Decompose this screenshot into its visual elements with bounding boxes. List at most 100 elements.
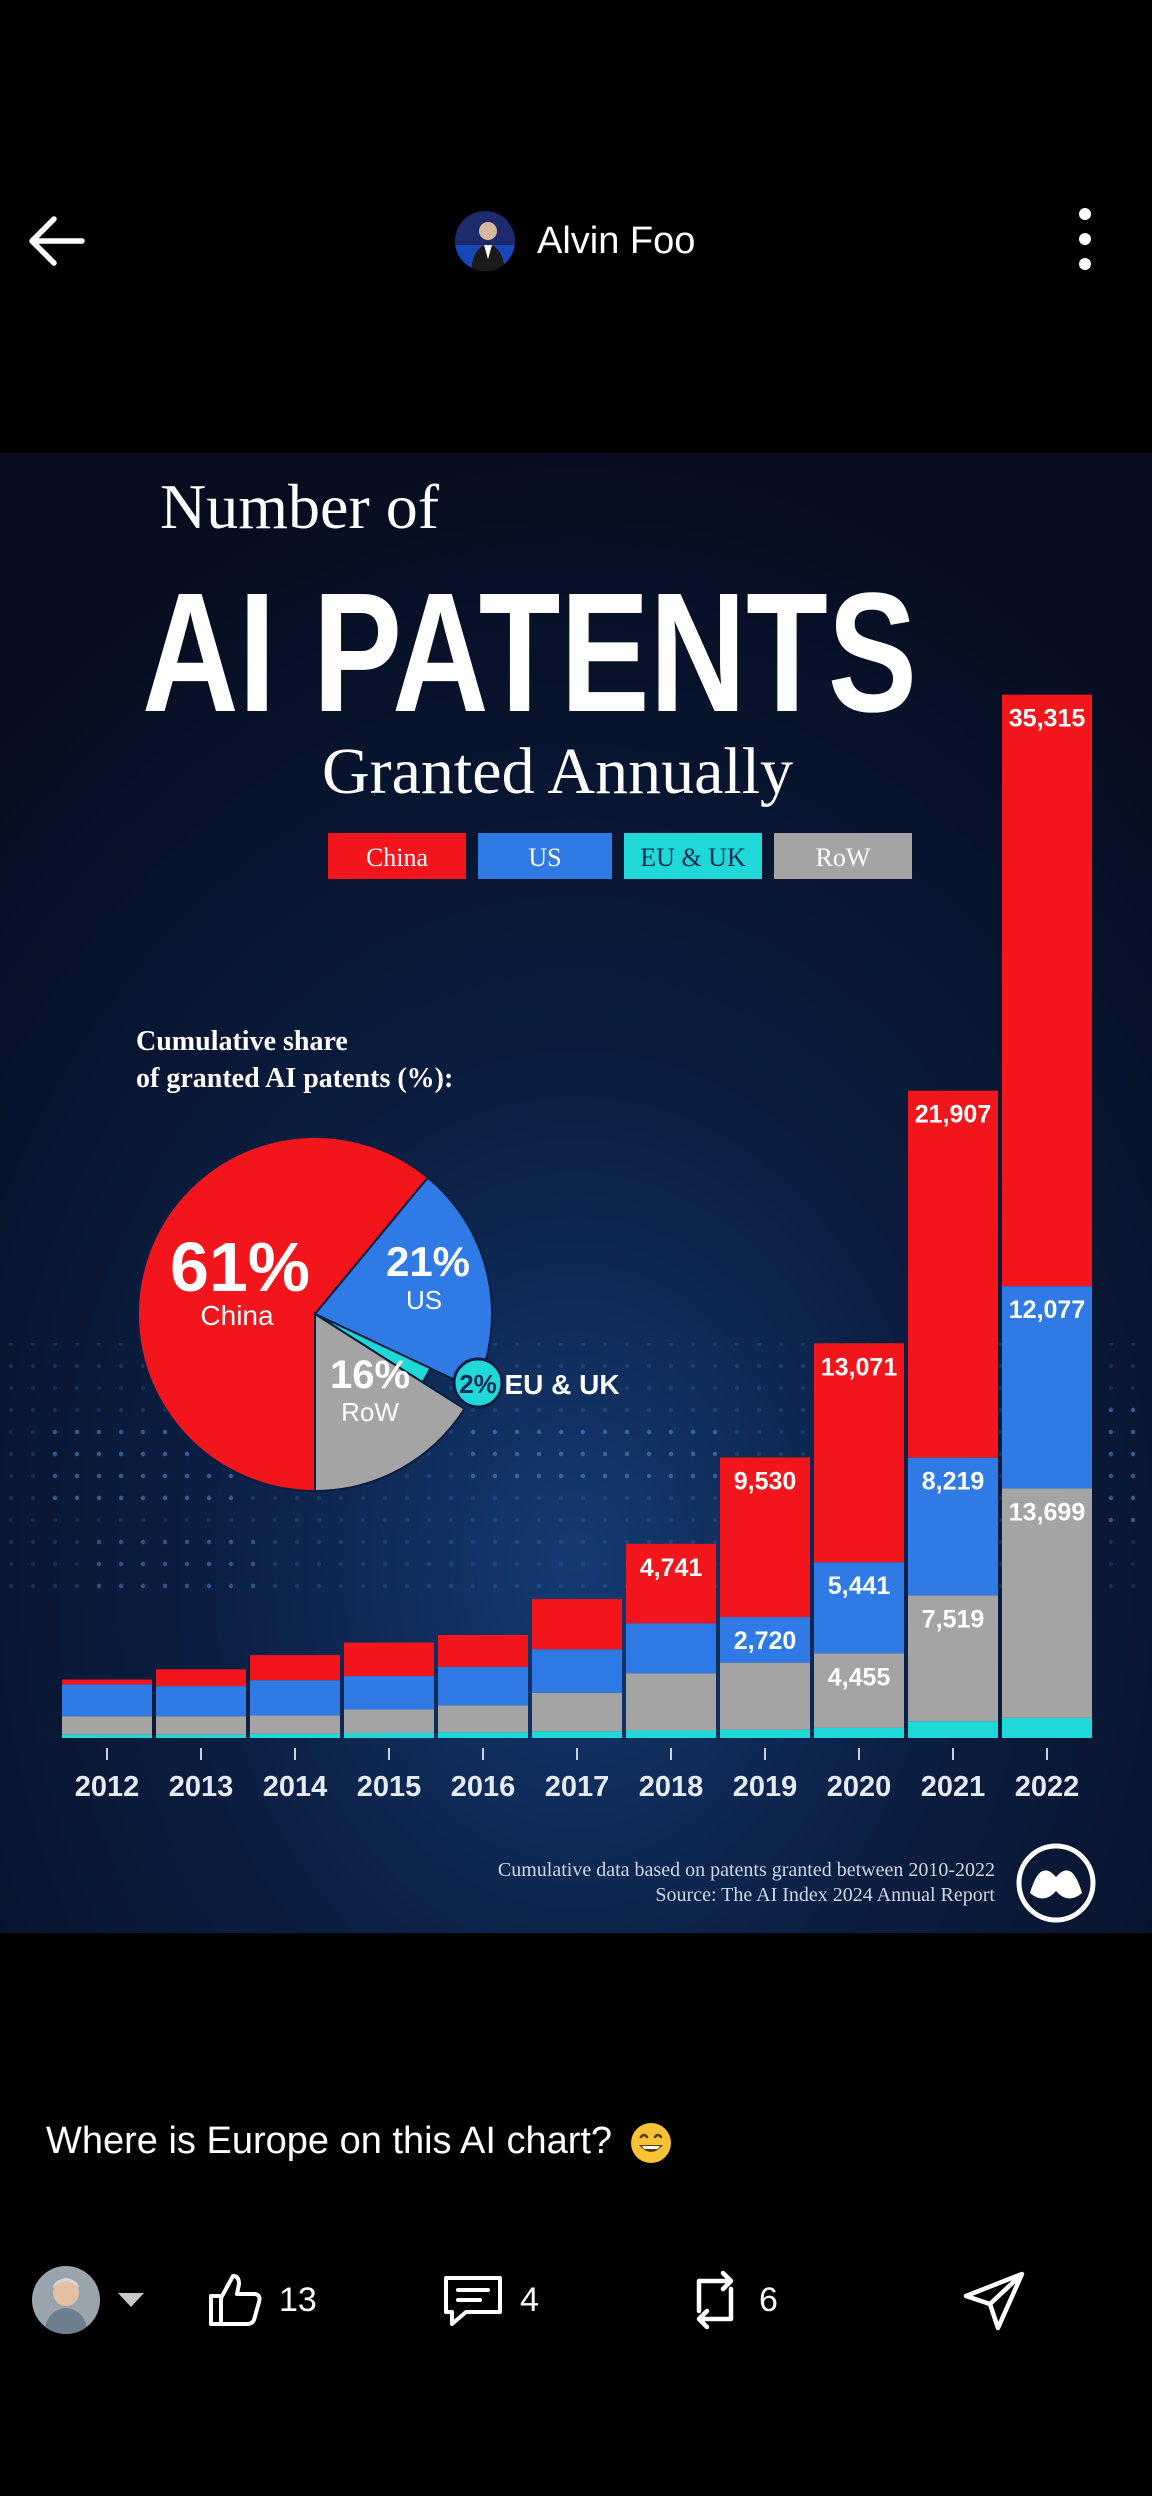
stacked-bar-chart: 2012 2013 2014 2015 2016 2017 2018 4,741 2019 9,5… [62, 694, 1092, 1803]
pie-title-line2: of granted AI patents (%): [136, 1063, 453, 1094]
bar-2016-us [438, 1666, 528, 1706]
bar-2021-eu-uk [908, 1721, 998, 1738]
data-label-2020-1: 5,441 [828, 1572, 891, 1600]
repost-count: 6 [759, 2280, 778, 2319]
data-label-2021-0: 21,907 [915, 1101, 991, 1129]
pie-label-us-name: US [406, 1285, 442, 1315]
bar-2019-eu-uk [720, 1729, 810, 1738]
data-label-2022-0: 35,315 [1009, 705, 1086, 733]
x-tick-label-2022: 2022 [1015, 1771, 1080, 1803]
send-icon [963, 2271, 1025, 2331]
bar-2013-china [156, 1669, 246, 1687]
pie-title-line1: Cumulative share [136, 1026, 348, 1057]
pie-label-row-value: 16% [330, 1353, 410, 1397]
send-button[interactable] [962, 2260, 1026, 2340]
reaction-as-button[interactable] [32, 2260, 148, 2340]
bar-2017-eu-uk [532, 1731, 622, 1738]
author-name: Alvin Foo [537, 219, 696, 262]
post-action-bar: 13 4 6 [0, 2250, 1152, 2350]
bar-2014-eu-uk [250, 1733, 340, 1738]
data-label-2019-0: 9,530 [734, 1467, 797, 1495]
like-count: 13 [279, 2280, 317, 2319]
post-image[interactable]: Number of AI PATENTS Granted Annually Ch… [0, 453, 1152, 1933]
x-tick-label-2020: 2020 [827, 1771, 892, 1803]
arrow-left-icon [29, 216, 85, 266]
data-label-2022-1: 13,699 [1009, 1498, 1085, 1526]
bar-2013-row [156, 1716, 246, 1735]
bar-2018-china [626, 1543, 716, 1624]
repost-icon [696, 2270, 734, 2330]
x-tick-label-2021: 2021 [921, 1771, 986, 1803]
bar-2022-row [1002, 1488, 1092, 1718]
x-tick-label-2015: 2015 [357, 1771, 422, 1803]
data-label-2021-1: 8,219 [922, 1468, 985, 1496]
legend-label-row: RoW [816, 843, 871, 872]
data-label-2018-0: 4,741 [640, 1554, 703, 1582]
pie-callout-eu-uk [452, 1357, 504, 1409]
bar-2019-china [720, 1457, 810, 1618]
comment-button[interactable]: 4 [440, 2260, 539, 2340]
bar-2014-china [250, 1655, 340, 1681]
bar-2018-row [626, 1673, 716, 1731]
pie-label-china-value: 61% [170, 1228, 310, 1306]
pie-slice-row [314, 1312, 466, 1493]
bar-2015-eu-uk [344, 1732, 434, 1738]
author-avatar [455, 211, 515, 271]
pie-label-row-name: RoW [341, 1397, 399, 1427]
like-button[interactable]: 13 [205, 2260, 317, 2340]
legend-label-us: US [528, 843, 561, 872]
comment-count: 4 [520, 2280, 539, 2319]
title-line1: Number of [160, 471, 440, 542]
more-options-button[interactable] [1062, 202, 1108, 278]
legend-swatch-eu-uk [624, 833, 762, 879]
bar-2020-us [814, 1562, 904, 1654]
x-tick-label-2012: 2012 [75, 1771, 140, 1803]
x-tick-label-2019: 2019 [733, 1771, 798, 1803]
pie-label-eu-uk-name: EU & UK [504, 1369, 619, 1400]
bar-2016-eu-uk [438, 1732, 528, 1738]
pie-label-china-name: China [200, 1300, 274, 1331]
author-chip[interactable]: Alvin Foo [455, 206, 695, 276]
x-tick-label-2013: 2013 [169, 1771, 234, 1803]
post-header: Alvin Foo [0, 180, 1152, 300]
back-button[interactable] [22, 206, 112, 276]
data-label-2020-2: 4,455 [828, 1663, 891, 1691]
bar-2020-china [814, 1343, 904, 1563]
bar-2014-us [250, 1680, 340, 1716]
caption-text: Where is Europe on this AI chart? [46, 2120, 613, 2162]
legend-swatch-us [478, 833, 612, 879]
comment-icon [444, 2276, 502, 2326]
title-line2: AI PATENTS [142, 558, 917, 748]
bar-2015-us [344, 1676, 434, 1710]
bar-2016-china [438, 1634, 528, 1667]
data-label-2020-0: 13,071 [821, 1353, 898, 1381]
bar-2022-eu-uk [1002, 1717, 1092, 1738]
caret-down-icon [118, 2293, 144, 2307]
bar-2017-china [532, 1598, 622, 1650]
grinning-face-emoji [630, 2122, 671, 2163]
bar-2021-us [908, 1457, 998, 1596]
legend-swatch-row [774, 833, 912, 879]
legend-label-eu-uk: EU & UK [640, 843, 746, 872]
post-caption: Where is Europe on this AI chart? [46, 2120, 673, 2165]
current-user-avatar [32, 2266, 100, 2334]
bar-2016-row [438, 1705, 528, 1733]
repost-button[interactable]: 6 [685, 2260, 778, 2340]
x-tick-label-2016: 2016 [451, 1771, 516, 1803]
bar-2012-eu-uk [62, 1734, 152, 1738]
legend-label-china: China [366, 843, 429, 872]
bar-2019-row [720, 1662, 810, 1730]
ai-patents-infographic: Number of AI PATENTS Granted Annually Ch… [0, 453, 1152, 1933]
bar-2013-eu-uk [156, 1734, 246, 1738]
legend-swatch-china [328, 833, 466, 879]
pie-chart: 61%China 21%US 16%RoW 2% EU & UK [137, 1136, 620, 1493]
bar-2015-row [344, 1709, 434, 1733]
bar-2015-china [344, 1642, 434, 1677]
pie-label-us-value: 21% [386, 1238, 470, 1285]
bar-2020-row [814, 1653, 904, 1728]
bar-2017-us [532, 1649, 622, 1693]
bar-2019-us [720, 1617, 810, 1663]
x-tick-label-2014: 2014 [263, 1771, 328, 1803]
footnote-line1: Cumulative data based on patents granted… [498, 1859, 995, 1881]
bar-2022-china [1002, 694, 1092, 1287]
